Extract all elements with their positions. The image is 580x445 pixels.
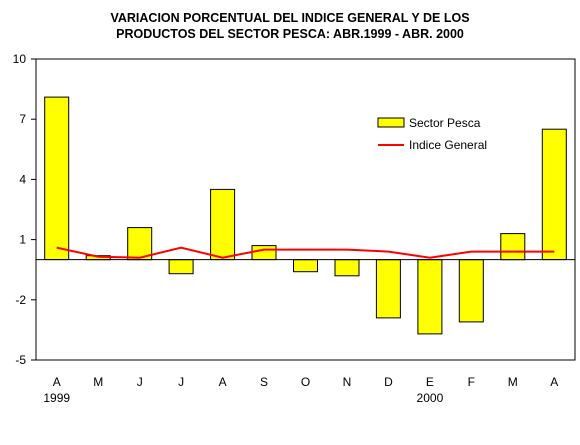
legend-swatch-sector-pesca: [377, 117, 405, 128]
x-tick-label-2: J: [137, 375, 143, 389]
line-indice-general: [56, 246, 555, 259]
x-tick-label-8: D: [384, 375, 393, 389]
bar-sector-pesca-6: [293, 259, 318, 273]
x-tick-label-4: A: [219, 375, 227, 389]
bar-sector-pesca-3: [168, 259, 194, 275]
y-tick-label-4: -2: [15, 293, 26, 307]
bar-sector-pesca-7: [334, 259, 360, 277]
y-tick-label-0: 10: [13, 52, 27, 66]
y-tick-label-3: 1: [19, 233, 26, 247]
y-tick-label-2: 4: [19, 172, 26, 186]
x-year-label-1: 2000: [417, 391, 444, 405]
line-layer: [56, 246, 555, 259]
y-tick-label-5: -5: [15, 353, 26, 367]
x-tick-label-9: E: [426, 375, 434, 389]
bar-sector-pesca-10: [458, 259, 484, 323]
legend: Sector Pesca Indice General: [377, 116, 487, 152]
x-tick-label-12: A: [550, 375, 558, 389]
y-axis: 10 7 4 1 -2 -5: [13, 52, 36, 367]
chart-title-line-2: PRODUCTOS DEL SECTOR PESCA: ABR.1999 - A…: [116, 27, 464, 41]
chart-title-line-1: VARIACION PORCENTUAL DEL INDICE GENERAL …: [110, 11, 470, 25]
x-tick-label-3: J: [178, 375, 184, 389]
x-year-label-0: 1999: [43, 391, 70, 405]
x-axis: A M J J A S O N D E F M A 1999 2000: [43, 375, 558, 405]
bar-sector-pesca-4: [210, 188, 236, 261]
x-tick-label-1: M: [93, 375, 103, 389]
bar-sector-pesca-9: [417, 259, 443, 335]
x-tick-label-11: M: [508, 375, 518, 389]
x-tick-label-10: F: [468, 375, 475, 389]
bar-sector-pesca-12: [541, 128, 567, 261]
x-tick-label-7: N: [343, 375, 352, 389]
bar-sector-pesca-5: [251, 245, 277, 261]
bar-sector-pesca-0: [44, 96, 70, 261]
plot-frame: [35, 58, 576, 361]
y-tick-label-1: 7: [19, 112, 26, 126]
bar-sector-pesca-11: [500, 233, 526, 261]
x-tick-label-6: O: [301, 375, 310, 389]
legend-label-sector-pesca: Sector Pesca: [409, 116, 481, 130]
legend-label-indice-general: Indice General: [409, 138, 487, 152]
bar-sector-pesca-8: [375, 259, 401, 319]
x-tick-label-5: S: [260, 375, 268, 389]
x-tick-label-0: A: [53, 375, 61, 389]
